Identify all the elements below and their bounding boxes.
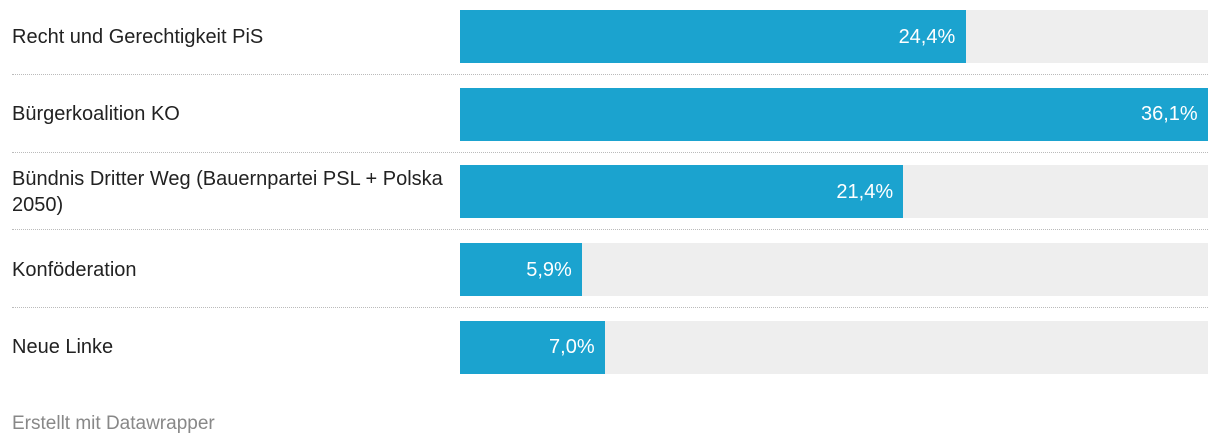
value-label: 5,9% [526, 258, 572, 281]
bar [460, 165, 904, 219]
bar [460, 243, 583, 297]
category-label: Bündnis Dritter Weg (Bauernpartei PSL + … [12, 167, 443, 216]
bar-track: 36,1% [460, 87, 1208, 141]
bar-track: 21,4% [460, 165, 1208, 219]
value-label: 24,4% [898, 25, 956, 48]
value-label: 21,4% [836, 180, 894, 203]
separator [12, 151, 1208, 153]
bar [460, 10, 966, 63]
value-label: 7,0% [549, 336, 595, 359]
bar [460, 87, 1208, 141]
category-label: Bürgerkoalition KO [12, 103, 180, 126]
separator [12, 74, 1208, 75]
category-label: Recht und Gerechtigkeit PiS [12, 25, 264, 48]
bar-track: 5,9% [460, 243, 1208, 297]
bar-track: 7,0% [460, 320, 1208, 374]
category-label: Konföderation [12, 258, 137, 281]
bar [460, 320, 606, 374]
category-label: Neue Linke [12, 336, 114, 359]
bar-track: 24,4% [460, 10, 1208, 63]
value-label: 36,1% [1141, 103, 1198, 126]
separator [12, 307, 1208, 309]
separator [12, 229, 1208, 231]
credit: Erstellt mit Datawrapper [12, 413, 215, 434]
